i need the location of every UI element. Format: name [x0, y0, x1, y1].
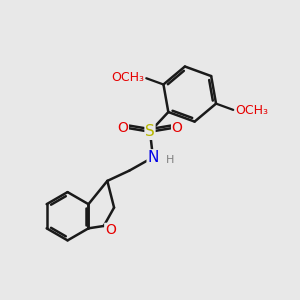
Text: OCH₃: OCH₃: [111, 71, 144, 84]
Text: H: H: [166, 155, 174, 165]
Text: O: O: [118, 121, 128, 135]
Text: S: S: [145, 124, 155, 139]
Text: O: O: [172, 121, 182, 135]
Text: OCH₃: OCH₃: [236, 104, 268, 117]
Text: N: N: [147, 150, 159, 165]
Text: O: O: [105, 224, 116, 237]
